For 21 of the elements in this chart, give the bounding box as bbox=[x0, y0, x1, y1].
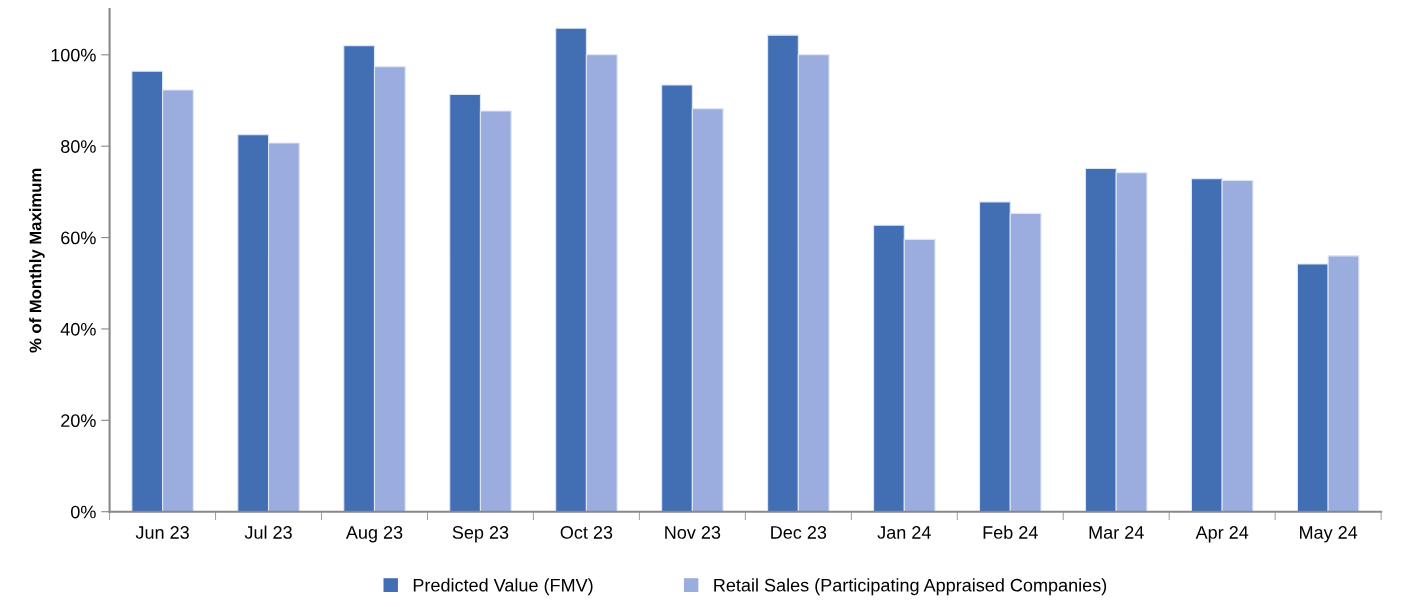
x-tick-label: Jun 23 bbox=[135, 526, 189, 539]
x-tick-label: Mar 24 bbox=[1089, 526, 1144, 539]
x-tick-label: Apr 24 bbox=[1195, 526, 1249, 543]
x-tick-label: Aug 23 bbox=[345, 526, 403, 543]
legend-label: Predicted Value (FMV) bbox=[413, 578, 593, 596]
y-tick-label: 60% bbox=[61, 231, 96, 245]
x-tick-label: Oct 23 bbox=[560, 526, 613, 539]
y-tick-label: 80% bbox=[61, 140, 96, 153]
x-tick-label: May 24 bbox=[1300, 526, 1358, 543]
x-tick-label: Jan 24 bbox=[877, 526, 931, 539]
x-tick-label: Sep 23 bbox=[452, 526, 509, 543]
x-tick-label: Jul 23 bbox=[244, 525, 292, 539]
legend-label: Retail Sales (Participating Appraised Companies) bbox=[714, 578, 1107, 596]
y-tick-label: 100% bbox=[51, 48, 96, 62]
x-tick-label: Feb 24 bbox=[983, 525, 1038, 539]
y-tick-label: 0% bbox=[71, 505, 96, 519]
y-axis-title: % of Monthly Maximum bbox=[29, 168, 45, 353]
x-tick-label: Dec 23 bbox=[771, 526, 827, 539]
y-tick-label: 40% bbox=[60, 322, 96, 336]
y-tick-label: 20% bbox=[61, 414, 96, 428]
x-tick-label: Nov 23 bbox=[665, 526, 721, 539]
